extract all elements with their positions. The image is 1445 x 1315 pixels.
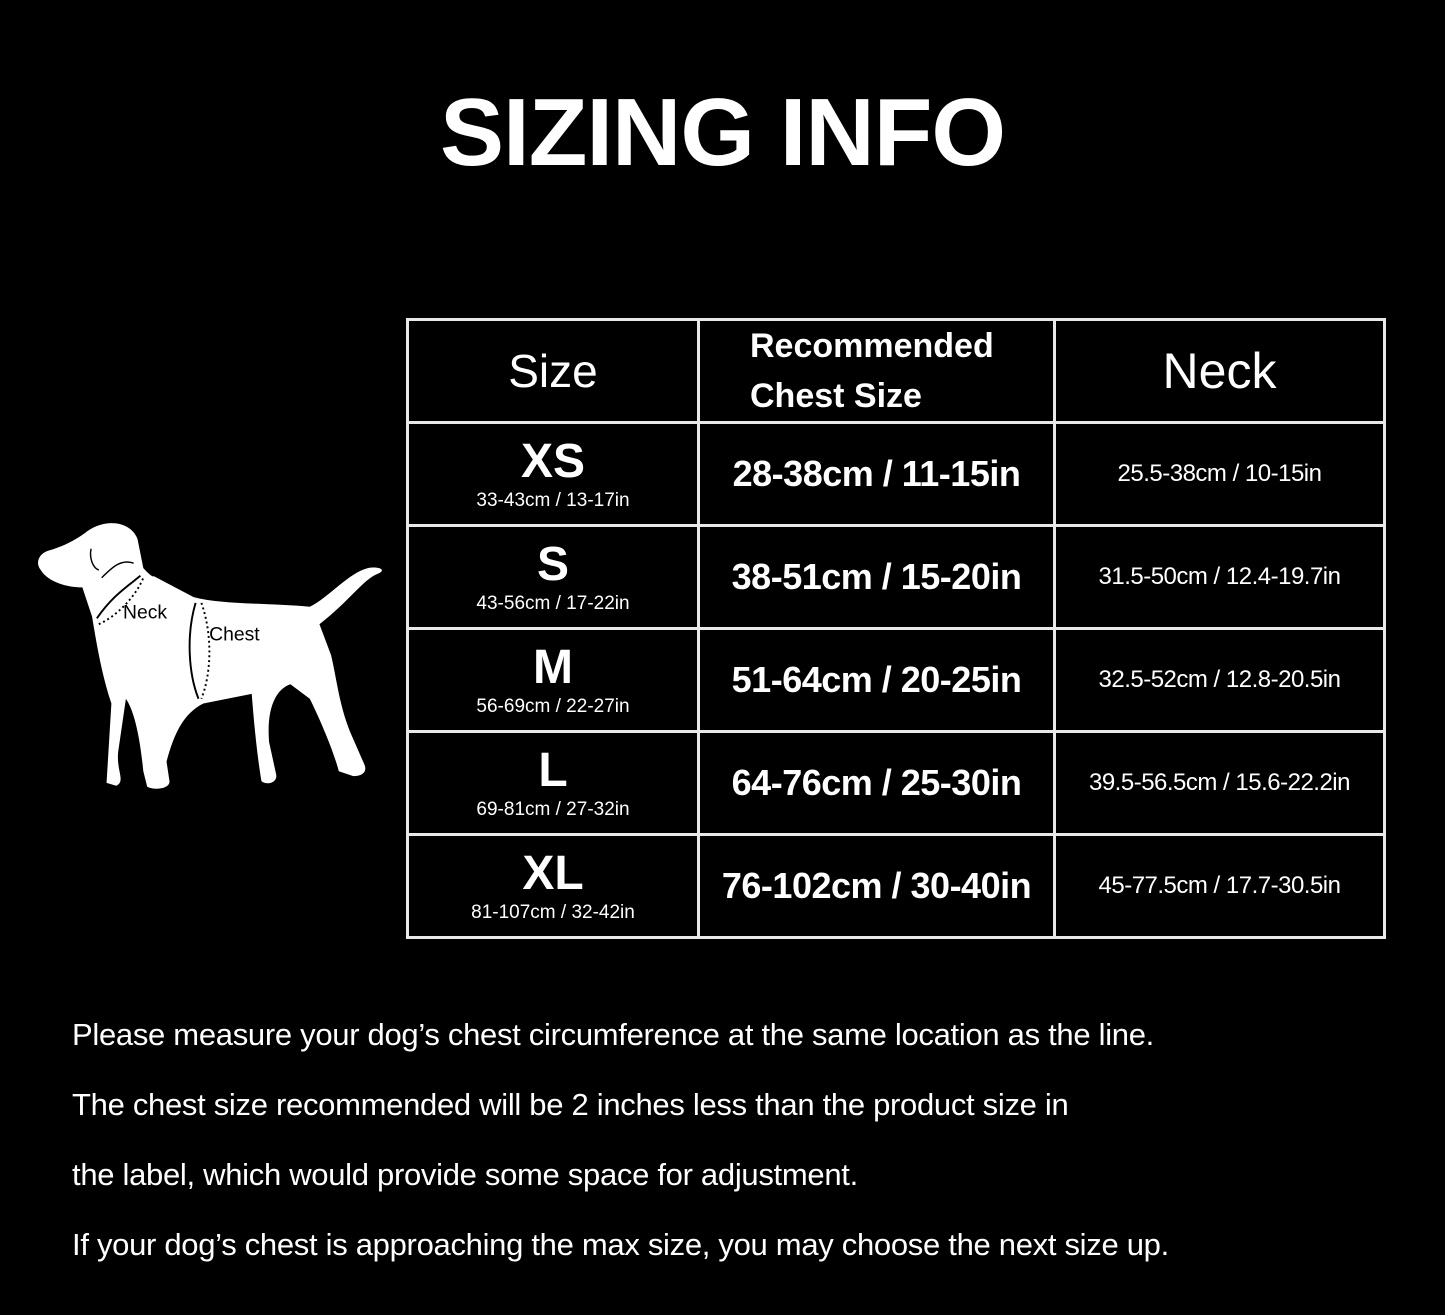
size-cell: S 43-56cm / 17-22in xyxy=(406,524,700,630)
neck-cell: 25.5-38cm / 10-15in xyxy=(1053,421,1386,527)
size-label: L xyxy=(538,744,568,797)
chest-label: Chest xyxy=(209,624,260,646)
table-header-row: Size Recommended Chest Size Neck xyxy=(406,318,1386,424)
measuring-notes: Please measure your dog’s chest circumfe… xyxy=(72,1000,1169,1280)
size-label: S xyxy=(536,538,569,591)
header-size: Size xyxy=(406,318,700,424)
table-row: XL 81-107cm / 32-42in 76-102cm / 30-40in … xyxy=(406,833,1386,939)
header-chest: Recommended Chest Size xyxy=(697,318,1056,424)
table-row: XS 33-43cm / 13-17in 28-38cm / 11-15in 25… xyxy=(406,421,1386,527)
chest-cell: 51-64cm / 20-25in xyxy=(697,627,1056,733)
note-line: the label, which would provide some spac… xyxy=(72,1157,858,1192)
chest-cell: 76-102cm / 30-40in xyxy=(697,833,1056,939)
page-title: SIZING INFO xyxy=(440,79,1006,186)
neck-cell: 45-77.5cm / 17.7-30.5in xyxy=(1053,833,1386,939)
size-label: XL xyxy=(522,847,584,900)
neck-cell: 31.5-50cm / 12.4-19.7in xyxy=(1053,524,1386,630)
product-size: 56-69cm / 22-27in xyxy=(476,696,630,717)
table-row: M 56-69cm / 22-27in 51-64cm / 20-25in 32.… xyxy=(406,627,1386,733)
chest-cell: 28-38cm / 11-15in xyxy=(697,421,1056,527)
chest-cell: 38-51cm / 15-20in xyxy=(697,524,1056,630)
size-cell: L 69-81cm / 27-32in xyxy=(406,730,700,836)
product-size: 81-107cm / 32-42in xyxy=(471,902,635,923)
size-cell: M 56-69cm / 22-27in xyxy=(406,627,700,733)
neck-cell: 39.5-56.5cm / 15.6-22.2in xyxy=(1053,730,1386,836)
size-cell: XL 81-107cm / 32-42in xyxy=(406,833,700,939)
table-row: S 43-56cm / 17-22in 38-51cm / 15-20in 31.… xyxy=(406,524,1386,630)
size-label: XS xyxy=(520,435,586,488)
table-row: L 69-81cm / 27-32in 64-76cm / 25-30in 39.… xyxy=(406,730,1386,836)
size-cell: XS 33-43cm / 13-17in xyxy=(406,421,700,527)
neck-label: Neck xyxy=(123,601,167,623)
note-line: If your dog’s chest is approaching the m… xyxy=(72,1227,1169,1262)
header-chest-line2: Chest Size xyxy=(750,377,922,415)
product-size: 69-81cm / 27-32in xyxy=(476,799,630,820)
dog-measurement-diagram: Neck Chest xyxy=(38,523,382,789)
header-chest-line1: Recommended xyxy=(750,327,994,365)
product-size: 43-56cm / 17-22in xyxy=(476,593,630,614)
note-line: Please measure your dog’s chest circumfe… xyxy=(72,1017,1154,1052)
product-size: 33-43cm / 13-17in xyxy=(476,490,630,511)
size-label: M xyxy=(533,641,573,694)
chest-cell: 64-76cm / 25-30in xyxy=(697,730,1056,836)
note-line: The chest size recommended will be 2 inc… xyxy=(72,1087,1069,1122)
header-neck: Neck xyxy=(1053,318,1386,424)
neck-cell: 32.5-52cm / 12.8-20.5in xyxy=(1053,627,1386,733)
sizing-table: Size Recommended Chest Size Neck XS 33-43c… xyxy=(406,318,1386,939)
